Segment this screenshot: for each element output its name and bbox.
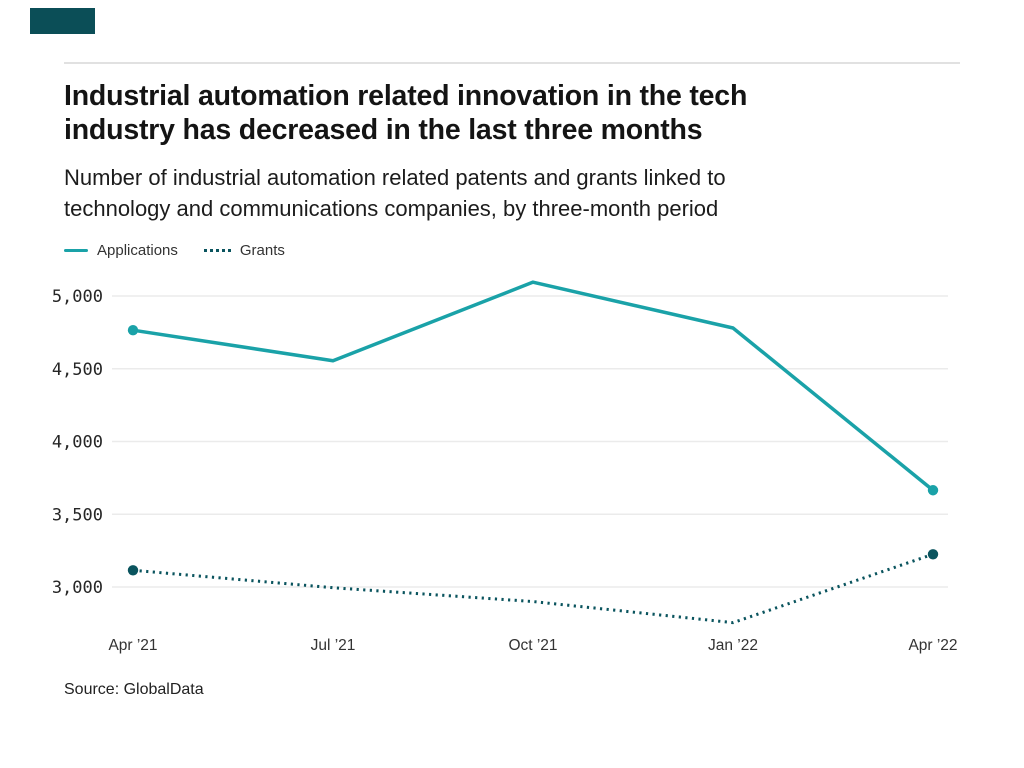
legend-label-grants: Grants bbox=[239, 242, 285, 259]
applications-line-swatch-icon bbox=[64, 248, 88, 253]
legend-label-applications: Applications bbox=[97, 242, 178, 259]
data-point-grants bbox=[927, 549, 939, 560]
data-point-applications bbox=[927, 485, 939, 496]
x-tick-label: Jul ’21 bbox=[311, 637, 356, 654]
x-tick-label: Apr ’22 bbox=[908, 637, 957, 654]
series-line-applications bbox=[132, 280, 935, 492]
series-line-grants bbox=[132, 552, 934, 625]
chart-subtitle: Number of industrial automation related … bbox=[64, 165, 726, 221]
x-tick-label: Apr ’21 bbox=[108, 637, 157, 654]
grants-dotted-swatch-icon bbox=[203, 249, 231, 252]
x-tick-label: Jan ’22 bbox=[708, 637, 758, 654]
brand-color-block bbox=[30, 8, 95, 34]
data-point-grants bbox=[127, 565, 139, 576]
y-tick-label: 4,000 bbox=[52, 433, 103, 453]
data-point-applications bbox=[127, 324, 139, 336]
y-tick-label: 3,500 bbox=[52, 505, 103, 525]
y-tick-label: 3,000 bbox=[52, 578, 103, 598]
legend-item-applications: Applications bbox=[64, 242, 178, 259]
top-divider bbox=[64, 62, 960, 64]
y-tick-label: 5,000 bbox=[52, 287, 103, 307]
y-tick-label: 4,500 bbox=[52, 360, 103, 380]
x-tick-label: Oct ’21 bbox=[508, 637, 557, 654]
source-attribution: Source: GlobalData bbox=[64, 681, 204, 698]
chart-title: Industrial automation related innovation… bbox=[64, 80, 748, 146]
legend-item-grants: Grants bbox=[203, 242, 285, 259]
legend: Applications Grants bbox=[64, 242, 285, 259]
